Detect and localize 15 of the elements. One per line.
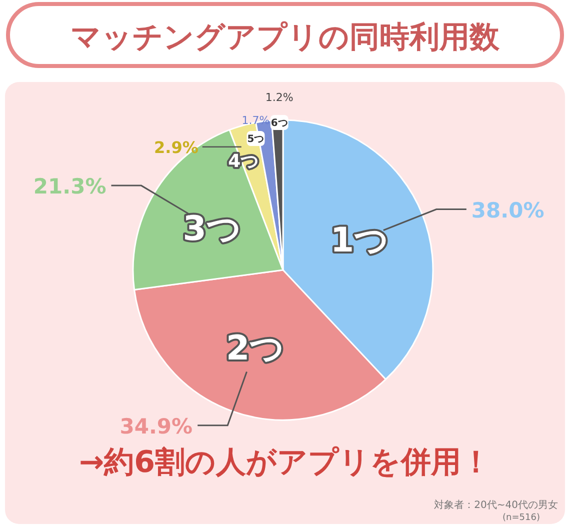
slice-label: 1つ	[330, 220, 390, 261]
data-label: 34.9%	[120, 414, 193, 438]
slice-label: 2つ	[226, 328, 285, 369]
data-label: 21.3%	[33, 174, 106, 199]
chart-title: マッチングアプリの同時利用数	[70, 20, 500, 55]
text: 対象者：20代~40代の男女	[434, 499, 558, 511]
data-label: 1.2%	[265, 91, 294, 104]
data-label: 1.7%	[242, 114, 270, 127]
data-label: 2.9%	[154, 138, 198, 157]
text: (n=516)	[502, 513, 540, 523]
text: →約6割の人がアプリを併用！	[78, 445, 492, 480]
slice-label: 5つ	[247, 134, 264, 145]
slice-label: 6つ	[270, 118, 288, 129]
data-label: 38.0%	[471, 198, 544, 222]
slice-label: 3つ	[182, 208, 242, 249]
